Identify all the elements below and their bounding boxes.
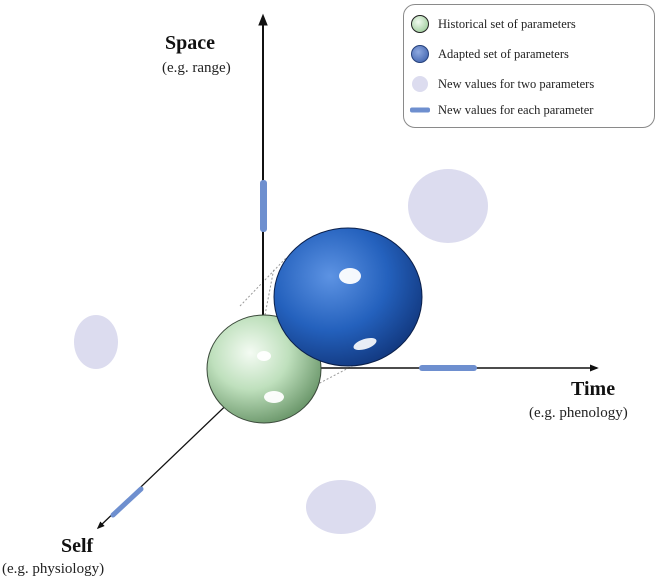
new-two-parameters-disc — [306, 480, 376, 534]
green-sphere-icon — [410, 14, 430, 34]
legend-item-historical: Historical set of parameters — [404, 13, 654, 35]
adapted-sphere — [273, 227, 423, 367]
projection-line — [264, 267, 275, 316]
self-axis-title: Self — [61, 535, 94, 557]
new-two-parameters-disc — [408, 169, 488, 243]
space-axis-title: Space — [165, 32, 215, 54]
new-each-parameter-bar — [260, 180, 267, 232]
legend-item-adapted: Adapted set of parameters — [404, 43, 654, 65]
space-axis-subtitle: (e.g. range) — [162, 60, 231, 76]
time-axis-title: Time — [571, 378, 616, 400]
blue-sphere-icon — [410, 44, 430, 64]
legend-item-label: New values for each parameter — [438, 102, 594, 117]
new-two-parameters-disc — [74, 315, 118, 369]
legend: Historical set of parameters Adapted set… — [403, 4, 655, 128]
legend-item-label: New values for two parameters — [438, 76, 595, 91]
time-axis-subtitle: (e.g. phenology) — [529, 405, 628, 421]
legend-item-new-each: New values for each parameter — [404, 99, 654, 121]
blue-bar-icon — [410, 100, 430, 120]
legend-item-label: Adapted set of parameters — [438, 46, 569, 61]
new-each-parameter-bar — [419, 365, 477, 371]
legend-item-label: Historical set of parameters — [438, 16, 576, 31]
legend-item-new-two: New values for two parameters — [404, 73, 654, 95]
self-axis-subtitle: (e.g. physiology) — [2, 561, 105, 577]
new-each-parameter-bar — [110, 486, 144, 518]
lavender-disc-icon — [410, 74, 430, 94]
